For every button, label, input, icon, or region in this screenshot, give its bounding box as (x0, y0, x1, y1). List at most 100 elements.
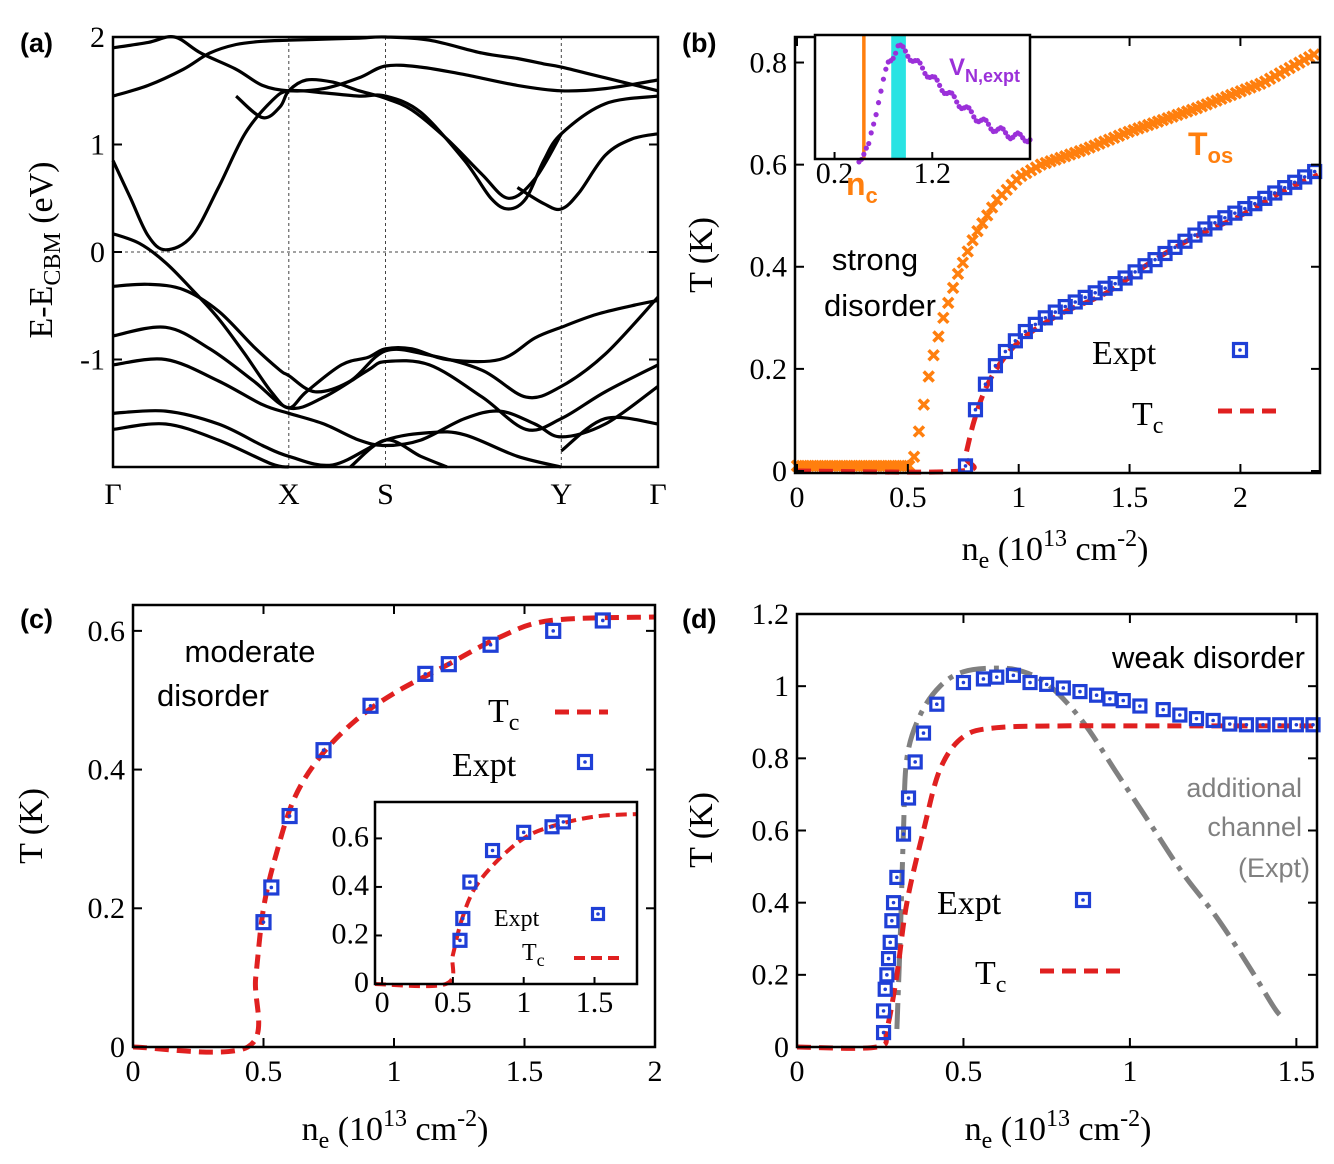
panel-d-ylabel: T (K) (683, 792, 720, 868)
panel-c-expt-point-4 (362, 697, 379, 714)
panel-c-inset-legend-expt-marker (590, 906, 606, 922)
panel-d-expt-point-25-box (1132, 698, 1148, 714)
panel-d-expt-point-19-box (1039, 676, 1055, 692)
panel-d-expt-point-21-box (1072, 683, 1088, 700)
panel-b-inset-vn-point-10 (880, 76, 887, 82)
panel-c-inset-expt-point-6-dot (561, 820, 566, 824)
panel-d-expt-point-12-dot (921, 731, 926, 735)
panel-b-expt-point-12-dot (1083, 295, 1088, 300)
panel-c-ytick-label-3: 0.6 (88, 615, 126, 648)
panel-b-expt-point-5-box (1007, 333, 1023, 349)
panel-b-expt-point-21-dot (1173, 245, 1177, 250)
panel-b-inset-vn-point-3 (863, 145, 869, 151)
panel-c-inset-expt-point-4-dot (521, 830, 526, 835)
panel-b-ytick-label-1: 0.2 (750, 353, 788, 386)
panel-b-inset-vn-point-8 (875, 100, 882, 106)
panel-d-expt-point-17-dot (1011, 673, 1016, 678)
panel-d-expt-point-12 (915, 725, 932, 741)
panel-d-xlabel: ne (1013 cm-2) (965, 1106, 1152, 1154)
panel-a-band-5 (112, 232, 659, 410)
panel-b-ytick-label-3: 0.6 (750, 149, 788, 182)
panel-d-expt-point-34-box (1288, 717, 1304, 733)
panel-b-inset-vn-point-52 (983, 117, 989, 123)
panel-d-expt-point-10 (900, 790, 917, 806)
panel-d-expt-point-20-dot (1061, 686, 1066, 690)
panel-a-band-structure: (a) -1 0 1 2 Γ X S Y Γ E-ECBM (eV) (20, 21, 667, 511)
panel-c-inset-legend-expt-square-dot (596, 912, 600, 916)
panel-b-expt-point-4-box (997, 343, 1014, 360)
panel-d-expt-point-4 (880, 950, 897, 967)
panel-d-expt-point-15 (975, 671, 992, 687)
panel-c-inset-ytick-label-0: 0 (354, 966, 369, 999)
panel-a-band-12 (349, 438, 448, 469)
panel-b-expt-point-27-dot (1233, 211, 1237, 215)
panel-c-expt-point-0-box (255, 914, 272, 931)
panel-b-tos-point-39 (980, 209, 994, 222)
panel-b-ytick-label-2: 0.4 (750, 251, 788, 284)
panel-b-label: (b) (682, 28, 716, 58)
panel-c-expt-point-3-box (315, 742, 332, 759)
panel-d-expt-point-29-dot (1211, 718, 1215, 723)
panel-b-inset-frame (813, 33, 1032, 161)
panel-b-tos-point-28 (927, 349, 940, 362)
panel-b-frame (793, 35, 1322, 475)
panel-c-xtick-label-2: 1 (387, 1055, 402, 1088)
panel-d-weak-disorder: (d) 0 0.2 0.4 0.6 0.8 1 1.2 0 0.5 1 1.5 T (K) ne … (682, 598, 1321, 1154)
panel-c-expt-point-8-dot (551, 629, 556, 633)
panel-a-band-7 (112, 325, 659, 432)
panel-d-expt-point-13-dot (935, 702, 939, 707)
panel-a-kpoint-label-3: Y (550, 478, 572, 511)
panel-d-ytick-label-0: 0 (774, 1031, 789, 1064)
panel-a-band-3 (235, 77, 563, 200)
panel-c-inset-expt-point-5-dot (550, 824, 554, 829)
panel-b-inset-xtick-label-0: 0.2 (816, 157, 854, 190)
panel-b-tos-point-31 (941, 296, 955, 310)
panel-d-expt-point-26 (1155, 702, 1171, 718)
panel-c-ytick-label-2: 0.4 (88, 753, 126, 786)
panel-b-xlabel: ne (1013 cm-2) (962, 526, 1149, 574)
panel-d-expt-point-34-dot (1294, 722, 1299, 727)
panel-c-inset-expt-point-2-box (462, 874, 478, 890)
panel-d-expt-point-7-box (885, 895, 902, 911)
panel-c-expt-point-8-box (545, 622, 562, 639)
panel-c-xtick-label-1: 0.5 (245, 1055, 283, 1088)
panel-c-legend-tc: Tc (488, 693, 519, 736)
panel-b-legend-expt-square-dot (1238, 348, 1242, 352)
panel-c-xtick-label-0: 0 (126, 1055, 141, 1088)
panel-b-inset-band (891, 35, 906, 159)
panel-d-expt-point-28-box (1188, 711, 1205, 727)
panel-d-expt-point-33 (1272, 717, 1288, 733)
panel-c-ytick-label-1: 0.2 (88, 892, 126, 925)
panel-c-inset-xtick-label-3: 1.5 (576, 986, 614, 1019)
panel-c-inset-legend-tc: Tc (522, 940, 545, 970)
panel-d-xtick-label-2: 1 (1122, 1055, 1137, 1088)
panel-b-inset-vn-point-53 (985, 121, 992, 127)
panel-d-expt-point-26-dot (1161, 707, 1165, 712)
panel-b-expt-point-16-dot (1123, 276, 1127, 280)
panel-d-annotation-weak: weak disorder (1111, 640, 1305, 675)
panel-a-band-8 (112, 357, 659, 448)
panel-c-inset-xtick-label-2: 1 (516, 986, 531, 1019)
panel-b-inset-series-vn (856, 42, 1033, 165)
panel-d-expt-point-5-box (882, 934, 898, 950)
panel-d-series-expt (875, 667, 1321, 1041)
panel-d-expt-point-35-dot (1311, 722, 1315, 727)
panel-b-inset-vn-point-39 (951, 94, 957, 100)
panel-a-ytick-label-0: -1 (80, 343, 105, 376)
panel-b-legend-expt-marker (1231, 341, 1249, 359)
panel-d-expt-point-0-dot (881, 1030, 886, 1035)
panel-b-inset-vn-point-60 (1002, 130, 1009, 136)
panel-b-expt-point-1-box (967, 402, 984, 418)
panel-d-expt-point-7 (885, 895, 902, 911)
panel-b-expt-point-24-dot (1203, 227, 1207, 231)
panel-b-expt-point-9-dot (1053, 310, 1058, 314)
panel-b-legend-expt-square (1231, 341, 1249, 359)
panel-c-legend-expt-square-box (576, 753, 594, 771)
panel-b-expt-point-6-dot (1023, 329, 1028, 334)
panel-c-ylabel: T (K) (13, 788, 50, 864)
panel-d-expt-point-17 (1005, 667, 1021, 683)
panel-c-expt-point-1 (263, 879, 280, 896)
panel-c-xlabel: ne (1013 cm-2) (302, 1106, 489, 1154)
panel-b-series-expt (957, 163, 1323, 474)
panel-d-xtick-label-0: 0 (790, 1055, 805, 1088)
